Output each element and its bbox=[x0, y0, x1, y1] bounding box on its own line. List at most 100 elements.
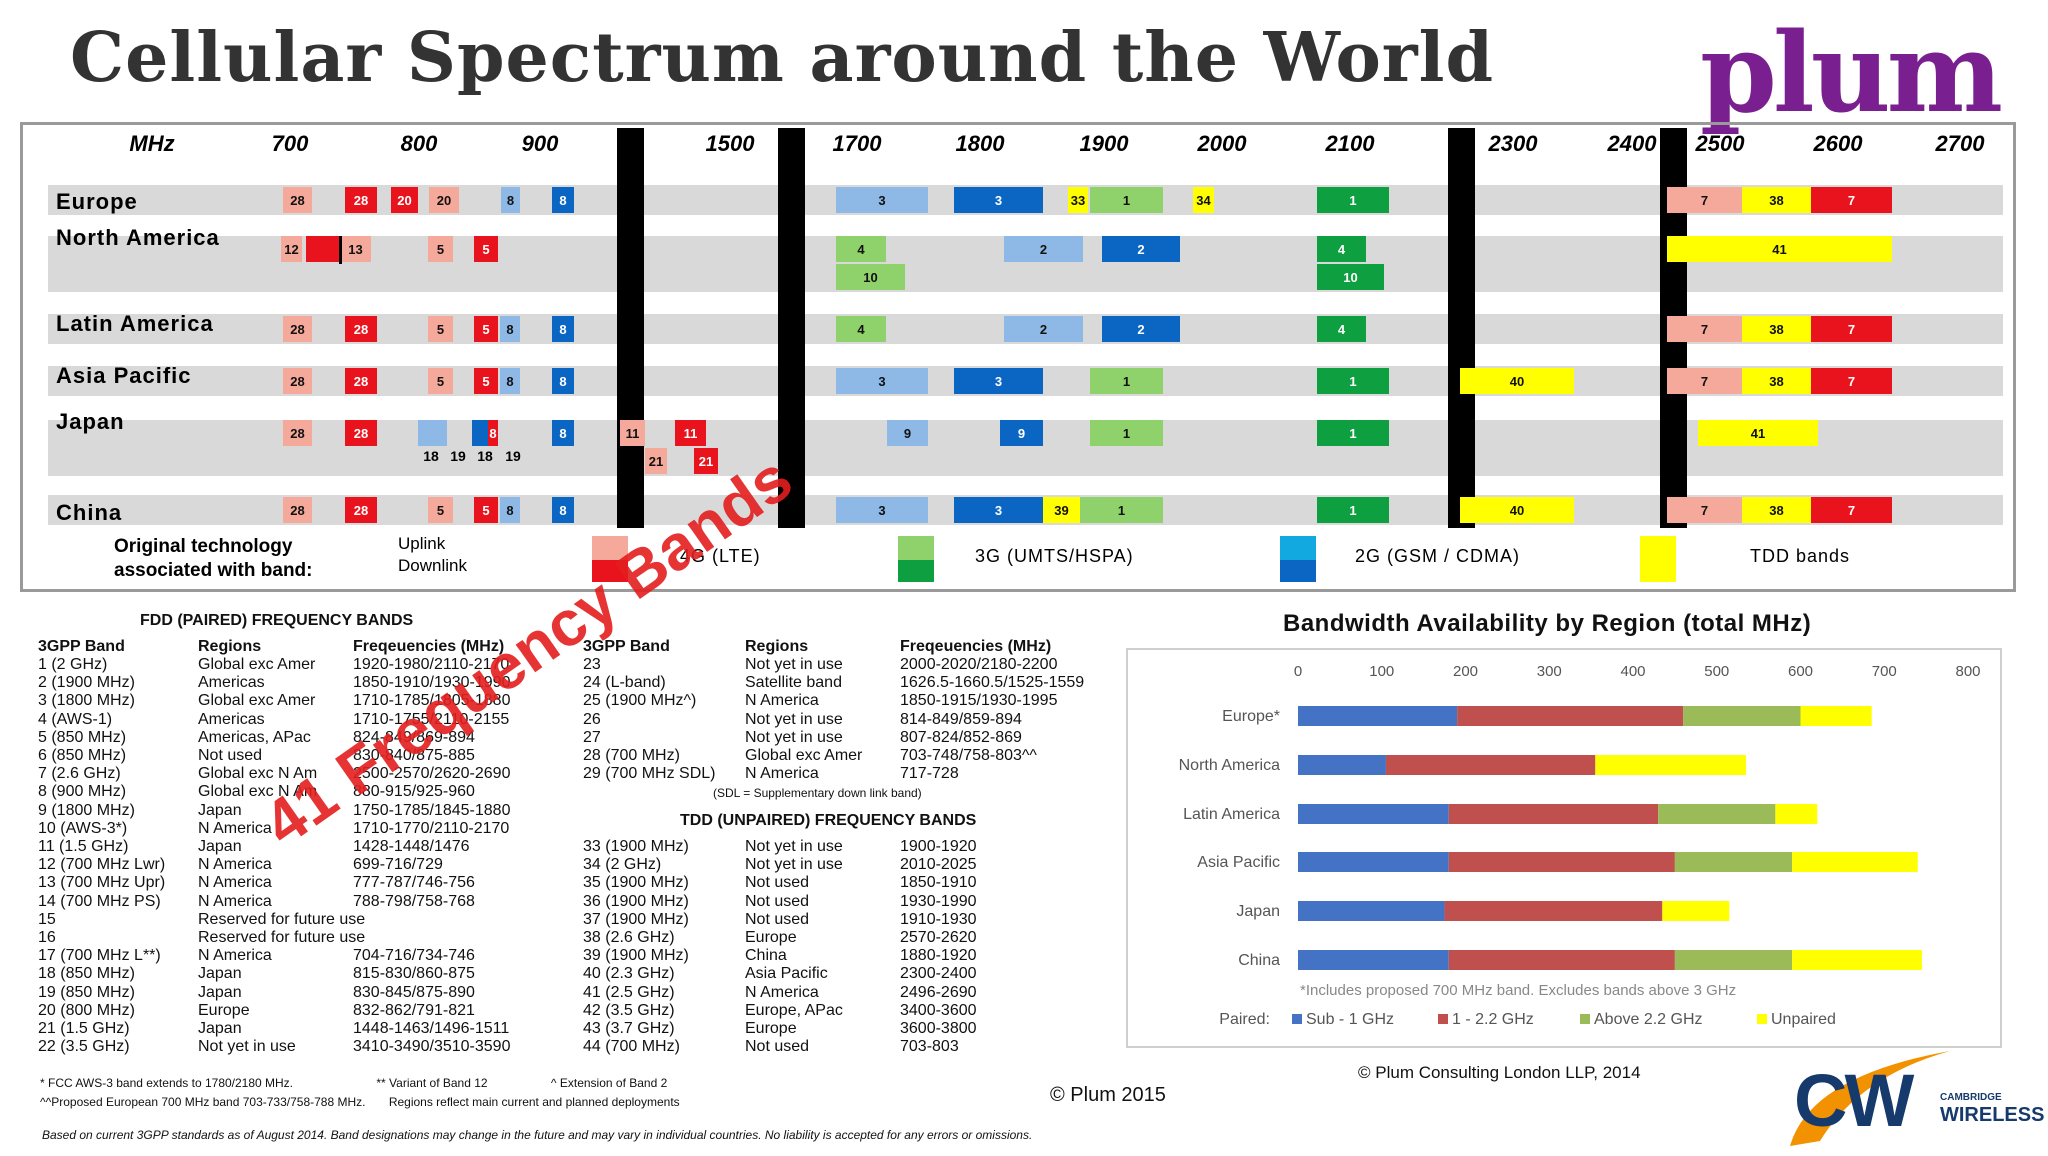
fdd-cell: Global exc Amer bbox=[198, 692, 316, 710]
legend-swatch-uplink bbox=[592, 536, 628, 560]
legend-downlink: Downlink bbox=[398, 556, 467, 575]
band-bar bbox=[501, 187, 520, 213]
band-bar bbox=[1102, 236, 1180, 262]
band-bar bbox=[474, 497, 498, 523]
bandwidth-chart-title: Bandwidth Availability by Region (total … bbox=[1283, 610, 1812, 637]
legend-swatch-downlink bbox=[898, 560, 934, 582]
bandwidth-bar-segment bbox=[1674, 950, 1793, 970]
fdd-cell: Americas bbox=[198, 674, 265, 692]
tdd-cell: Not yet in use bbox=[745, 856, 843, 874]
fdd-cell: N America bbox=[198, 856, 272, 874]
bandwidth-bar-segment bbox=[1298, 755, 1386, 775]
footnotes-line2: ^^Proposed European 700 MHz band 703-733… bbox=[40, 1095, 680, 1109]
fdd-cell: 1 (2 GHz) bbox=[38, 656, 108, 673]
band-bar bbox=[1090, 368, 1163, 394]
band-label: 5 bbox=[437, 242, 444, 257]
band-bar bbox=[1667, 497, 1742, 523]
fdd-cell: Global exc N Am bbox=[198, 783, 318, 801]
region-label: Latin America bbox=[56, 311, 214, 336]
band-bar bbox=[500, 316, 520, 342]
band-bar bbox=[1811, 368, 1892, 394]
fdd-cell: 699-716/729 bbox=[353, 856, 443, 874]
fdd-cell: 20 (800 MHz) bbox=[38, 1001, 135, 1019]
fdd-cell: 2000-2020/2180-2200 bbox=[900, 656, 1058, 673]
fdd-header: 3GPP Band bbox=[583, 638, 670, 655]
fdd-header: 3GPP Band bbox=[38, 638, 125, 655]
bandwidth-bar-segment bbox=[1298, 852, 1449, 872]
fdd-cell: Japan bbox=[198, 1020, 242, 1037]
band-bar bbox=[552, 316, 574, 342]
bandwidth-bar-segment bbox=[1662, 901, 1730, 921]
fdd-cell: 1710-1755/2110-2155 bbox=[353, 710, 510, 728]
bandwidth-bar-segment bbox=[1298, 706, 1458, 726]
band-bar bbox=[1742, 497, 1811, 523]
band-bar bbox=[281, 236, 302, 262]
band-bar bbox=[1193, 187, 1214, 213]
band-separator bbox=[339, 236, 342, 264]
footnote-700mhz: ^^Proposed European 700 MHz band 703-733… bbox=[40, 1095, 366, 1109]
band-bar bbox=[283, 187, 312, 213]
band-label: 8 bbox=[506, 322, 513, 337]
bandwidth-legend-label: Sub - 1 GHz bbox=[1306, 1011, 1394, 1028]
fdd-cell: 25 (1900 MHz^) bbox=[583, 692, 697, 710]
spectrum-chart-frame bbox=[20, 122, 2016, 592]
fdd-cell: 3 (1800 MHz) bbox=[38, 692, 135, 710]
fdd-cell: 23 bbox=[583, 656, 601, 673]
fdd-cell: N America bbox=[745, 692, 819, 710]
fdd-cell: Europe bbox=[198, 1001, 250, 1019]
tdd-cell: 2010-2025 bbox=[900, 856, 977, 874]
bandwidth-bar-segment bbox=[1385, 755, 1596, 775]
bandwidth-bar-segment bbox=[1595, 755, 1747, 775]
tdd-cell: 33 (1900 MHz) bbox=[583, 838, 689, 855]
band-bar bbox=[836, 236, 886, 262]
fdd-cell: Not yet in use bbox=[745, 728, 843, 746]
band-label: 3 bbox=[995, 193, 1002, 208]
band-bar bbox=[1317, 236, 1366, 262]
band-bar bbox=[552, 187, 574, 213]
band-label: 28 bbox=[290, 322, 304, 337]
band-bar bbox=[1667, 236, 1892, 262]
fdd-cell: 12 (700 MHz Lwr) bbox=[38, 856, 166, 874]
band-label: 3 bbox=[995, 374, 1002, 389]
band-label: 40 bbox=[1510, 374, 1524, 389]
fdd-cell: Not used bbox=[198, 747, 263, 764]
band-bar bbox=[1742, 368, 1811, 394]
band-label: 5 bbox=[482, 242, 489, 257]
band-bar bbox=[1068, 187, 1088, 213]
fdd-cell: 7 (2.6 GHz) bbox=[38, 765, 121, 783]
band-label: 2 bbox=[1040, 242, 1047, 257]
band-bar bbox=[552, 497, 574, 523]
band-bar bbox=[283, 368, 312, 394]
band-label: 2 bbox=[1137, 322, 1144, 337]
band-label: 21 bbox=[699, 454, 713, 469]
fdd-cell: Japan bbox=[198, 983, 242, 1001]
band-label: 33 bbox=[1071, 193, 1085, 208]
legend-swatch-downlink bbox=[1280, 560, 1316, 582]
band-label: 1 bbox=[1349, 503, 1356, 518]
tdd-cell: 1910-1930 bbox=[900, 910, 977, 928]
fdd-cell: 21 (1.5 GHz) bbox=[38, 1020, 130, 1037]
band-bar bbox=[283, 420, 312, 446]
tdd-cell: 3400-3600 bbox=[900, 1001, 977, 1019]
band-label: 20 bbox=[437, 193, 451, 208]
bandwidth-bar-segment bbox=[1800, 706, 1872, 726]
legend-item-label: 4G (LTE) bbox=[680, 546, 761, 566]
band-label: 28 bbox=[354, 426, 368, 441]
bandwidth-category-label: Japan bbox=[1236, 903, 1280, 920]
band-label: 4 bbox=[1338, 322, 1346, 337]
japan-sublabel: 19 bbox=[450, 448, 466, 464]
bandwidth-bar-segment bbox=[1448, 950, 1675, 970]
band-bar bbox=[500, 497, 520, 523]
band-label: 4 bbox=[857, 322, 865, 337]
band-label: 1 bbox=[1123, 374, 1130, 389]
band-label: 8 bbox=[489, 426, 496, 441]
band-label: 7 bbox=[1701, 193, 1708, 208]
bandwidth-bar-segment bbox=[1448, 804, 1659, 824]
band-label: 3 bbox=[878, 503, 885, 518]
band-bar bbox=[836, 187, 928, 213]
band-bar bbox=[1090, 187, 1163, 213]
bandwidth-legend-swatch bbox=[1757, 1014, 1767, 1024]
fdd-cell: 27 bbox=[583, 728, 601, 746]
band-bar bbox=[1317, 264, 1384, 290]
tdd-cell: 39 (1900 MHz) bbox=[583, 947, 689, 965]
